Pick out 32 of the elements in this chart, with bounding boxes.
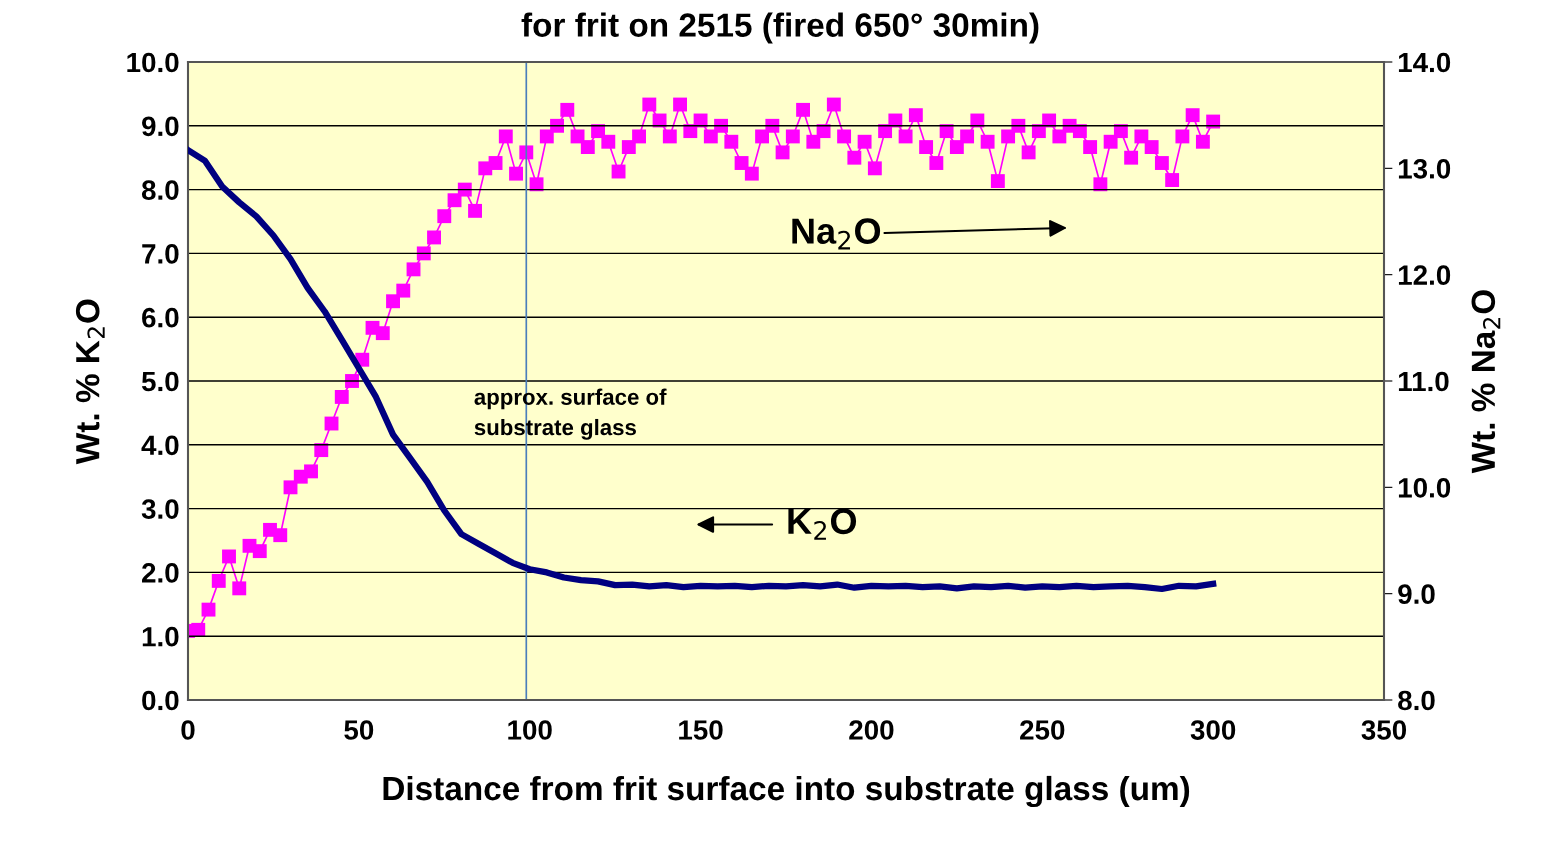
x-tick-label: 50 [344,720,374,740]
y-tick-label: 3.0 [141,499,179,519]
y2-tick-label: 10.0 [1398,478,1451,498]
y-tick-label: 7.0 [142,244,179,264]
x-tick-label: 100 [508,720,552,740]
y2-axis-title: Wt. % Na$_{2}$O [1471,290,1501,474]
x-tick-label: 200 [849,720,894,740]
x-tick-label: 300 [1190,720,1236,740]
y-tick-label: 2.0 [142,563,179,583]
x-tick-label: 250 [1020,720,1065,740]
x-tick-label: 150 [679,720,723,740]
chart-title: for frit on 2515 (fired 650° 30min) [521,12,1039,44]
y-tick-label: 5.0 [141,371,179,392]
y-tick-label: 10.0 [127,52,179,73]
y2-tick-label: 13.0 [1398,159,1451,179]
y2-tick-label: 9.0 [1398,584,1435,605]
y2-tick-label: 11.0 [1398,371,1449,392]
y2-tick-label: 14.0 [1398,52,1451,73]
x-tick-label: 0 [181,720,195,740]
y2-tick-label: 12.0 [1398,265,1451,286]
y-tick-label: 0.0 [142,690,179,711]
series-label: K$_{2}$O [788,508,857,540]
y-tick-label: 1.0 [142,626,179,647]
series-label: Na$_{2}$O [792,218,881,250]
y-tick-label: 8.0 [141,180,179,200]
x-axis-title: Distance from frit surface into substrate glass (um) [383,775,1190,808]
y-axis-title: Wt. % K$_{2}$O [75,299,105,465]
y-tick-label: 6.0 [142,307,179,328]
x-tick-label: 350 [1361,720,1407,740]
y-tick-label: 9.0 [142,116,179,137]
y-tick-label: 4.0 [141,435,179,456]
y2-tick-label: 8.0 [1398,690,1435,711]
